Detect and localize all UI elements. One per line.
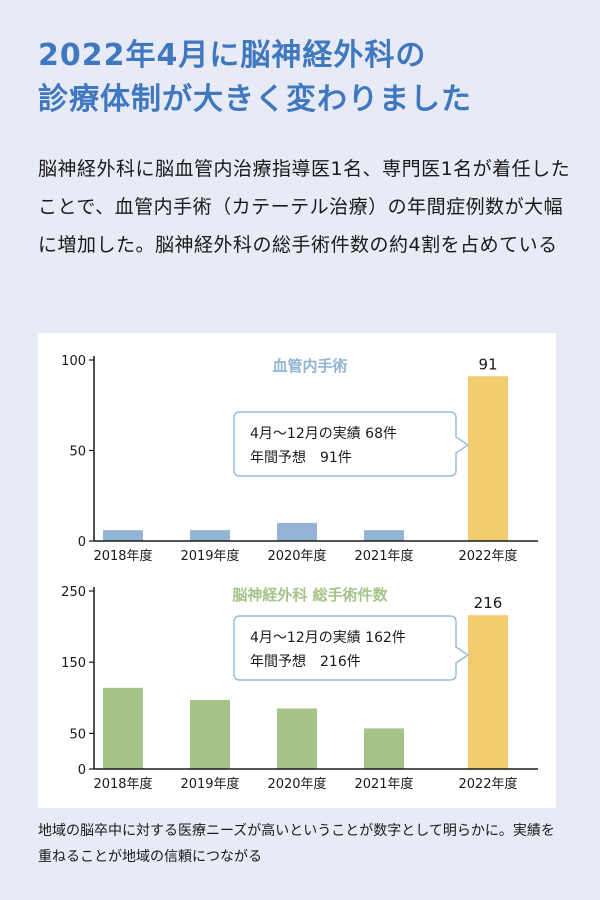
chart1-bar [277,522,317,541]
chart1-x-tick-label: 2020年度 [267,548,326,564]
chart2-x-tick-label: 2020年度 [267,776,326,792]
chart1-bar [364,530,404,541]
chart1-x-tick-label: 2022年度 [458,548,517,564]
chart1-title: 血管内手術 [272,357,347,375]
caption: 地域の脳卒中に対する医療ニーズが高いということが数字として明らかに。実績を重ねる… [38,823,555,865]
chart2-callout-text: 年間予想 216件 [250,654,361,670]
chart2-callout-text: 4月～12月の実績 162件 [250,630,406,646]
chart1-x-tick-label: 2018年度 [93,548,152,564]
chart2-y-tick-label: 0 [78,763,86,778]
title-line-2: 診療体制が大きく変わりました [38,82,472,117]
charts-svg: 血管内手術 2018年度 2019年度 2020年度 2021年度 91 2022年度 0 50… [61,354,538,792]
chart2-bar [364,728,404,769]
chart2-x-tick-label: 2019年度 [180,776,239,792]
title-line-1: 2022年4月に脳神経外科の [38,38,427,73]
chart2-bar [190,699,230,769]
chart1-y-tick-label: 50 [69,445,86,460]
chart2-title: 脳神経外科 総手術件数 [232,586,388,604]
chart1-value-label: 91 [478,355,497,373]
chart2-value-label: 216 [474,594,503,612]
chart2-bar [103,687,143,769]
chart2-x-tick-label: 2022年度 [458,776,517,792]
chart2-y-tick-label: 150 [61,656,86,671]
chart1-bar [468,376,508,541]
chart2-y-tick-label: 250 [61,585,86,600]
lead-paragraph: 脳神経外科に脳血管内治療指導医1名、専門医1名が着任したことで、血管内手術（カテ… [38,158,571,256]
chart1-x-tick-label: 2021年度 [354,548,413,564]
chart2-x-tick-label: 2021年度 [354,776,413,792]
chart1-y-tick-label: 100 [61,354,86,369]
chart2-y-tick-label: 50 [69,727,86,742]
chart1-x-tick-label: 2019年度 [180,548,239,564]
chart1-callout-box [233,411,470,477]
chart2-bar [468,615,508,769]
chart1-callout-text: 年間予想 91件 [250,450,352,466]
page-title: 2022年4月に脳神経外科の 診療体制が大きく変わりました [38,34,578,122]
chart1-y-tick-label: 0 [78,535,86,550]
chart2-callout-box [233,615,470,681]
chart1-bar [190,530,230,541]
chart2-x-tick-label: 2018年度 [93,776,152,792]
chart2-bar [277,708,317,769]
chart1-callout-text: 4月～12月の実績 68件 [250,426,397,442]
chart-panel: 血管内手術 2018年度 2019年度 2020年度 2021年度 91 2022年度 0 50… [38,333,556,808]
chart1-bar [103,530,143,541]
